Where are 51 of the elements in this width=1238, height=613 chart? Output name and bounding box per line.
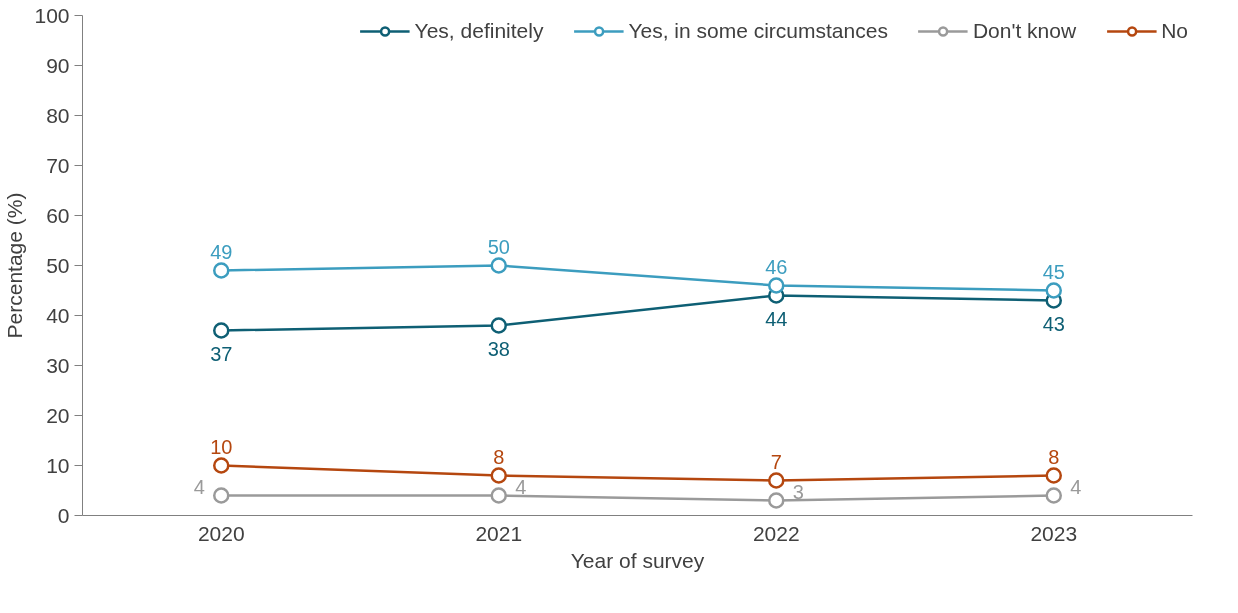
y-tick-label: 90 (46, 53, 70, 77)
data-label: 4 (1070, 475, 1082, 498)
data-label: 4 (515, 475, 527, 498)
y-tick-label: 100 (34, 3, 70, 27)
point (213, 322, 230, 339)
point (490, 467, 507, 484)
y-tick-label: 10 (46, 453, 70, 477)
legend-label: Don't know (972, 19, 1077, 43)
point (213, 457, 230, 474)
y-tick-label: 0 (57, 503, 70, 527)
data-label: 38 (487, 337, 510, 360)
legend-label: Yes, definitely (414, 19, 544, 43)
data-label: 43 (1042, 312, 1065, 335)
y-tick-label: 20 (46, 403, 70, 427)
y-tick-label: 60 (46, 203, 70, 227)
y-tick-label: 80 (46, 103, 70, 127)
data-label: 10 (210, 435, 233, 458)
point (768, 492, 785, 509)
point (1045, 282, 1062, 299)
x-tick-label: 2020 (197, 521, 245, 545)
data-label: 44 (765, 307, 788, 330)
data-label: 8 (1048, 445, 1060, 468)
y-tick-label: 70 (46, 153, 70, 177)
data-label: 37 (210, 342, 233, 365)
data-label: 8 (493, 445, 505, 468)
y-tick-label: 50 (46, 253, 70, 277)
data-label: 46 (765, 255, 788, 278)
legend-label: Yes, in some circumstances (628, 19, 888, 43)
point (1045, 467, 1062, 484)
x-axis-title: Year of survey (570, 548, 705, 572)
point (1045, 487, 1062, 504)
point (490, 257, 507, 274)
data-label: 4 (193, 475, 205, 498)
data-label: 50 (487, 235, 510, 258)
x-tick-label: 2021 (475, 521, 523, 545)
y-tick-label: 30 (46, 353, 70, 377)
data-label: 7 (770, 450, 782, 473)
y-axis-title: Percentage (%) (3, 192, 27, 339)
data-label: 45 (1042, 260, 1065, 283)
point (490, 487, 507, 504)
point (213, 487, 230, 504)
x-tick-label: 2022 (752, 521, 800, 545)
point (490, 317, 507, 334)
point (768, 472, 785, 489)
point (768, 277, 785, 294)
x-tick-label: 2023 (1030, 521, 1078, 545)
legend-label: No (1161, 19, 1188, 43)
data-label: 49 (210, 240, 233, 263)
data-label: 3 (792, 480, 804, 503)
y-tick-label: 40 (46, 303, 70, 327)
point (213, 262, 230, 279)
